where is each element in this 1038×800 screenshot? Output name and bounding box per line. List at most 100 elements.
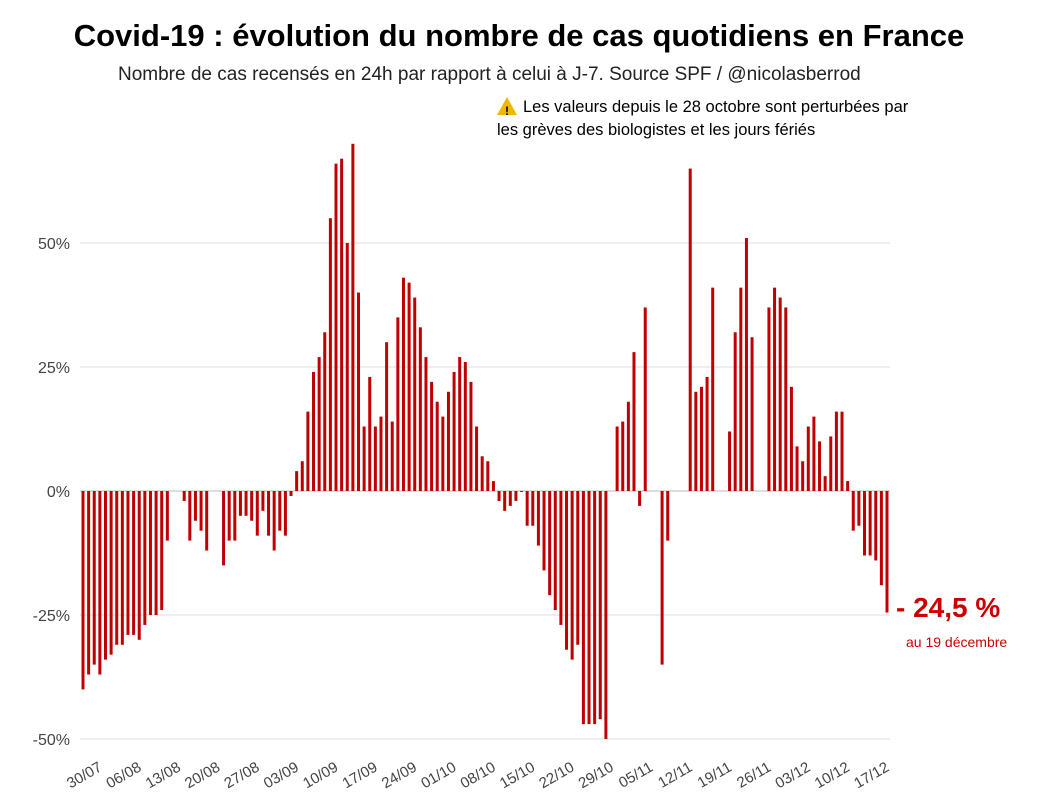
bar (143, 491, 147, 625)
x-tick-label: 03/09 (261, 759, 302, 792)
bar (334, 163, 338, 491)
bar (328, 218, 332, 491)
bar (289, 491, 293, 496)
bar (863, 491, 867, 556)
bar (98, 491, 102, 675)
bar (250, 491, 254, 521)
bar (312, 371, 316, 491)
bar (300, 461, 304, 491)
bar (441, 416, 445, 491)
bar (255, 491, 259, 536)
bar (92, 491, 96, 665)
bar (424, 357, 428, 491)
bar (385, 342, 389, 491)
bar (789, 386, 793, 491)
bar (660, 491, 664, 665)
bar (469, 381, 473, 491)
bar (542, 491, 546, 571)
last-value-label: - 24,5 % (896, 592, 1001, 623)
bar (126, 491, 130, 635)
bar (559, 491, 563, 625)
bar (767, 307, 771, 491)
bar (137, 491, 141, 640)
bar (356, 292, 360, 491)
bar (413, 297, 417, 491)
x-tick-label: 17/12 (851, 759, 892, 792)
bar (401, 277, 405, 491)
x-tick-label: 10/12 (812, 759, 853, 792)
bar (373, 426, 377, 491)
x-tick-label: 24/09 (379, 759, 420, 792)
bar (188, 491, 192, 541)
bar (520, 491, 524, 492)
bar (829, 436, 833, 491)
bar (115, 491, 119, 645)
bar (278, 491, 282, 531)
bar (463, 362, 467, 491)
bar (238, 491, 242, 516)
bar (812, 416, 816, 491)
x-tick-label: 20/08 (182, 759, 223, 792)
bar (593, 491, 597, 725)
bar (688, 168, 692, 491)
bar (418, 327, 422, 491)
bar (806, 426, 810, 491)
bar (536, 491, 540, 546)
bar (396, 317, 400, 491)
bar (728, 431, 732, 491)
bar (480, 456, 484, 491)
bar (750, 337, 754, 491)
x-tick-label: 13/08 (143, 759, 184, 792)
x-tick-label: 03/12 (772, 759, 813, 792)
bar (744, 238, 748, 491)
bar (222, 491, 226, 566)
x-tick-label: 17/09 (339, 759, 380, 792)
bar (581, 491, 585, 725)
bar (851, 491, 855, 531)
bar (632, 352, 636, 491)
bar (160, 491, 164, 611)
bar (615, 426, 619, 491)
bar (643, 307, 647, 491)
bar (148, 491, 152, 615)
bar (503, 491, 507, 511)
x-tick-label: 01/10 (418, 759, 459, 792)
bar (227, 491, 231, 541)
x-tick-label: 27/08 (221, 759, 262, 792)
bar (739, 287, 743, 491)
x-tick-label: 26/11 (734, 759, 774, 792)
bar (784, 307, 788, 491)
chart-subtitle: Nombre de cas recensés en 24h par rappor… (118, 64, 861, 85)
bar (452, 371, 456, 491)
bar (570, 491, 574, 660)
bar (823, 476, 827, 491)
bar (407, 282, 411, 491)
bar (514, 491, 518, 501)
bar (694, 391, 698, 491)
bar (87, 491, 91, 675)
bar (267, 491, 271, 536)
x-tick-label: 22/10 (536, 759, 577, 792)
warning-note-line2: les grèves des biologistes et les jours … (497, 121, 816, 139)
bar (818, 441, 822, 491)
y-tick-label: -25% (33, 608, 70, 625)
bar (576, 491, 580, 645)
bar (553, 491, 557, 611)
y-tick-label: 50% (38, 236, 70, 253)
bar (323, 332, 327, 491)
x-tick-label: 12/11 (655, 759, 695, 792)
bar (182, 491, 186, 501)
bar (885, 491, 889, 613)
bar (390, 421, 394, 491)
bar (711, 287, 715, 491)
bar (626, 401, 630, 491)
bar (879, 491, 883, 586)
x-tick-label: 05/11 (616, 759, 656, 792)
bar (874, 491, 878, 561)
bar (525, 491, 529, 526)
bar (368, 376, 372, 491)
bar (351, 143, 355, 492)
bar (565, 491, 569, 650)
bar (475, 426, 479, 491)
